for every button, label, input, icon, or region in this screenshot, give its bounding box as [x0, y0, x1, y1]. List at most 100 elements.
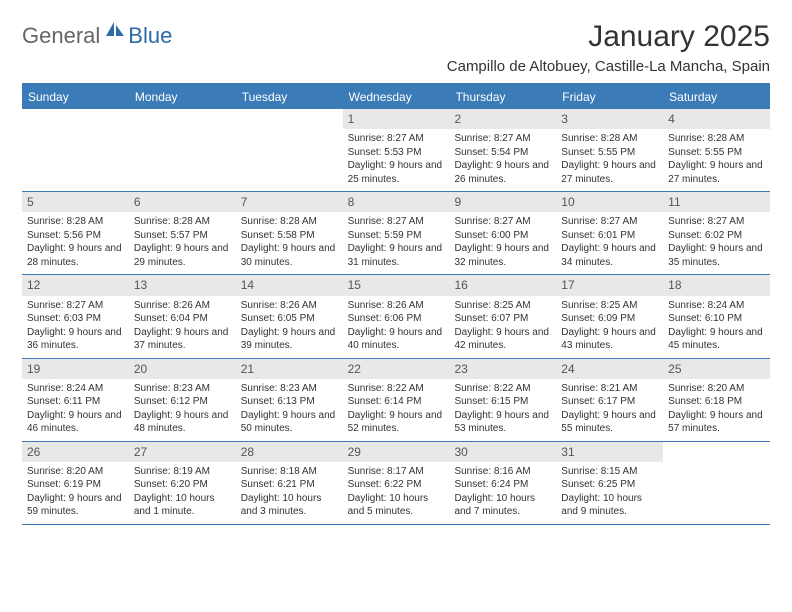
day-info-line: Sunset: 6:12 PM — [134, 395, 231, 409]
day-info-line: Sunset: 5:58 PM — [241, 229, 338, 243]
calendar-week-row: 26Sunrise: 8:20 AMSunset: 6:19 PMDayligh… — [22, 442, 770, 525]
weekday-header-row: SundayMondayTuesdayWednesdayThursdayFrid… — [22, 85, 770, 109]
day-info-line: Daylight: 9 hours and 25 minutes. — [348, 159, 445, 186]
day-info-line: Sunset: 6:07 PM — [454, 312, 551, 326]
day-info-line: Sunset: 6:10 PM — [668, 312, 765, 326]
day-number: 7 — [236, 192, 343, 212]
day-info-line: Sunrise: 8:27 AM — [454, 215, 551, 229]
day-info-line: Sunset: 5:59 PM — [348, 229, 445, 243]
day-info-line: Daylight: 10 hours and 5 minutes. — [348, 492, 445, 519]
day-info-line: Sunrise: 8:23 AM — [241, 382, 338, 396]
calendar-day-cell: 2Sunrise: 8:27 AMSunset: 5:54 PMDaylight… — [449, 109, 556, 191]
day-info-line: Sunrise: 8:27 AM — [561, 215, 658, 229]
calendar-week-row: 1Sunrise: 8:27 AMSunset: 5:53 PMDaylight… — [22, 109, 770, 192]
day-info-line: Sunrise: 8:27 AM — [454, 132, 551, 146]
day-info-line: Sunrise: 8:24 AM — [668, 299, 765, 313]
day-info-line: Daylight: 9 hours and 55 minutes. — [561, 409, 658, 436]
day-info-line: Sunset: 6:09 PM — [561, 312, 658, 326]
day-info-line: Sunset: 6:01 PM — [561, 229, 658, 243]
calendar-day-cell: 6Sunrise: 8:28 AMSunset: 5:57 PMDaylight… — [129, 192, 236, 274]
day-info-line: Daylight: 10 hours and 3 minutes. — [241, 492, 338, 519]
day-info-line: Daylight: 9 hours and 52 minutes. — [348, 409, 445, 436]
day-info-line: Sunrise: 8:20 AM — [668, 382, 765, 396]
calendar-grid: SundayMondayTuesdayWednesdayThursdayFrid… — [22, 83, 770, 525]
calendar-day-cell — [663, 442, 770, 524]
calendar-day-cell: 20Sunrise: 8:23 AMSunset: 6:12 PMDayligh… — [129, 359, 236, 441]
day-info-line: Sunset: 6:24 PM — [454, 478, 551, 492]
day-info-line: Daylight: 9 hours and 36 minutes. — [27, 326, 124, 353]
day-info-line: Sunset: 6:20 PM — [134, 478, 231, 492]
day-info-line: Daylight: 9 hours and 28 minutes. — [27, 242, 124, 269]
calendar-day-cell: 23Sunrise: 8:22 AMSunset: 6:15 PMDayligh… — [449, 359, 556, 441]
day-info-line: Daylight: 9 hours and 35 minutes. — [668, 242, 765, 269]
calendar-day-cell: 7Sunrise: 8:28 AMSunset: 5:58 PMDaylight… — [236, 192, 343, 274]
day-info-line: Sunset: 6:14 PM — [348, 395, 445, 409]
weekday-header-cell: Friday — [556, 85, 663, 109]
calendar-week-row: 5Sunrise: 8:28 AMSunset: 5:56 PMDaylight… — [22, 192, 770, 275]
day-number: 4 — [663, 109, 770, 129]
day-info-line: Sunset: 6:22 PM — [348, 478, 445, 492]
day-number: 24 — [556, 359, 663, 379]
day-info-line: Sunset: 5:57 PM — [134, 229, 231, 243]
calendar-day-cell: 12Sunrise: 8:27 AMSunset: 6:03 PMDayligh… — [22, 275, 129, 357]
day-number: 15 — [343, 275, 450, 295]
day-info-line: Sunrise: 8:28 AM — [27, 215, 124, 229]
calendar-day-cell: 14Sunrise: 8:26 AMSunset: 6:05 PMDayligh… — [236, 275, 343, 357]
calendar-day-cell: 10Sunrise: 8:27 AMSunset: 6:01 PMDayligh… — [556, 192, 663, 274]
day-number: 11 — [663, 192, 770, 212]
day-number: 3 — [556, 109, 663, 129]
day-number: 26 — [22, 442, 129, 462]
day-info-line: Sunrise: 8:24 AM — [27, 382, 124, 396]
day-info-line: Sunset: 6:02 PM — [668, 229, 765, 243]
calendar-day-cell — [236, 109, 343, 191]
day-info-line: Sunset: 6:06 PM — [348, 312, 445, 326]
day-info-line: Daylight: 10 hours and 7 minutes. — [454, 492, 551, 519]
day-info-line: Sunrise: 8:16 AM — [454, 465, 551, 479]
calendar-day-cell: 18Sunrise: 8:24 AMSunset: 6:10 PMDayligh… — [663, 275, 770, 357]
day-info-line: Sunrise: 8:27 AM — [668, 215, 765, 229]
location-text: Campillo de Altobuey, Castille-La Mancha… — [447, 58, 770, 75]
brand-logo: General Blue — [22, 20, 172, 51]
day-info-line: Sunset: 6:25 PM — [561, 478, 658, 492]
calendar-page: General Blue January 2025 Campillo de Al… — [0, 0, 792, 535]
day-info-line: Daylight: 9 hours and 27 minutes. — [668, 159, 765, 186]
day-info-line: Daylight: 9 hours and 26 minutes. — [454, 159, 551, 186]
day-info-line: Sunset: 5:54 PM — [454, 146, 551, 160]
calendar-day-cell: 28Sunrise: 8:18 AMSunset: 6:21 PMDayligh… — [236, 442, 343, 524]
day-number: 17 — [556, 275, 663, 295]
day-number: 21 — [236, 359, 343, 379]
calendar-day-cell: 8Sunrise: 8:27 AMSunset: 5:59 PMDaylight… — [343, 192, 450, 274]
weekday-header-cell: Monday — [129, 85, 236, 109]
day-number: 23 — [449, 359, 556, 379]
day-number: 1 — [343, 109, 450, 129]
calendar-day-cell: 11 Sunrise: 8:27 AMSunset: 6:02 PMDayligh… — [663, 192, 770, 274]
day-info-line: Sunrise: 8:28 AM — [134, 215, 231, 229]
day-info-line: Daylight: 9 hours and 40 minutes. — [348, 326, 445, 353]
logo-text-blue: Blue — [128, 23, 172, 49]
weekday-header-cell: Wednesday — [343, 85, 450, 109]
calendar-day-cell: 16Sunrise: 8:25 AMSunset: 6:07 PMDayligh… — [449, 275, 556, 357]
day-number: 13 — [129, 275, 236, 295]
calendar-day-cell: 29Sunrise: 8:17 AMSunset: 6:22 PMDayligh… — [343, 442, 450, 524]
weekday-header-cell: Saturday — [663, 85, 770, 109]
day-info-line: Daylight: 9 hours and 37 minutes. — [134, 326, 231, 353]
day-number: 30 — [449, 442, 556, 462]
day-info-line: Sunrise: 8:27 AM — [348, 132, 445, 146]
day-info-line: Daylight: 9 hours and 46 minutes. — [27, 409, 124, 436]
day-info-line: Daylight: 9 hours and 27 minutes. — [561, 159, 658, 186]
day-info-line: Daylight: 9 hours and 29 minutes. — [134, 242, 231, 269]
calendar-day-cell: 1Sunrise: 8:27 AMSunset: 5:53 PMDaylight… — [343, 109, 450, 191]
day-info-line: Sunrise: 8:20 AM — [27, 465, 124, 479]
calendar-day-cell — [22, 109, 129, 191]
day-number: 8 — [343, 192, 450, 212]
day-number: 19 — [22, 359, 129, 379]
day-number: 18 — [663, 275, 770, 295]
day-info-line: Sunrise: 8:23 AM — [134, 382, 231, 396]
day-number: 16 — [449, 275, 556, 295]
day-info-line: Daylight: 10 hours and 9 minutes. — [561, 492, 658, 519]
day-number: 22 — [343, 359, 450, 379]
day-number: 27 — [129, 442, 236, 462]
weekday-header-cell: Thursday — [449, 85, 556, 109]
day-info-line: Daylight: 9 hours and 31 minutes. — [348, 242, 445, 269]
calendar-week-row: 12Sunrise: 8:27 AMSunset: 6:03 PMDayligh… — [22, 275, 770, 358]
